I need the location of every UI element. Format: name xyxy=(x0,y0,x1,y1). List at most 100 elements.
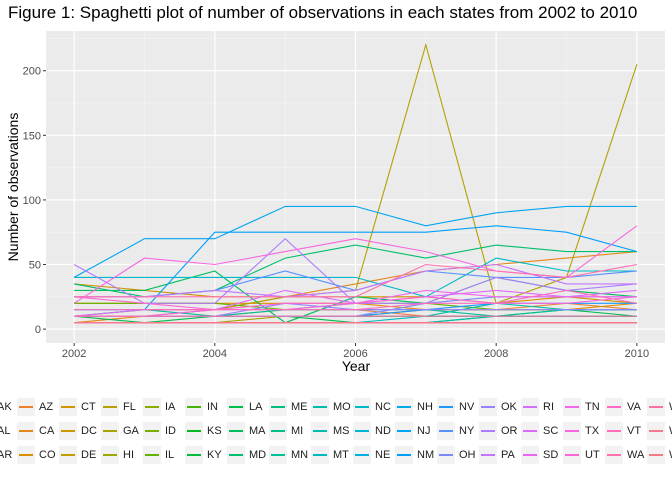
legend-key xyxy=(59,446,77,464)
legend-item-dc: DC xyxy=(59,422,97,440)
series-line-nj xyxy=(73,205,637,278)
legend-item-nd: ND xyxy=(353,422,391,440)
legend-label: ME xyxy=(291,401,308,413)
legend-label: FL xyxy=(123,401,136,413)
legend-item-nc: NC xyxy=(353,398,391,416)
legend-key xyxy=(227,446,245,464)
legend-item-ia: IA xyxy=(143,398,175,416)
legend-label: NJ xyxy=(417,425,431,437)
legend-item-or: OR xyxy=(479,422,518,440)
legend-label: ND xyxy=(375,425,391,437)
legend-key xyxy=(311,422,329,440)
legend-label: WY xyxy=(669,449,672,461)
legend-item-ok: OK xyxy=(479,398,517,416)
legend-key xyxy=(521,422,539,440)
legend-key xyxy=(311,446,329,464)
legend-label: OK xyxy=(501,401,517,413)
legend-label: AR xyxy=(0,449,13,461)
legend-label: MN xyxy=(291,449,309,461)
legend-item-ne: NE xyxy=(353,446,390,464)
legend-item-nh: NH xyxy=(395,398,433,416)
legend-key xyxy=(395,422,413,440)
legend-label: AK xyxy=(0,401,12,413)
legend-key xyxy=(353,398,371,416)
legend-key xyxy=(605,398,623,416)
legend-key xyxy=(143,446,161,464)
x-axis-label: Year xyxy=(342,358,371,374)
legend-label: TX xyxy=(585,425,600,437)
x-tick-label: 2008 xyxy=(484,348,508,360)
legend-key xyxy=(521,398,539,416)
y-tick-label: 150 xyxy=(23,130,41,142)
legend-key xyxy=(479,446,497,464)
legend-label: NE xyxy=(375,449,391,461)
legend-label: GA xyxy=(123,425,139,437)
legend-label: WV xyxy=(669,425,672,437)
legend-label: SD xyxy=(543,449,559,461)
legend-key xyxy=(563,446,581,464)
legend-label: NM xyxy=(417,449,435,461)
legend-item-oh: OH xyxy=(437,446,476,464)
legend-item-nj: NJ xyxy=(395,422,430,440)
legend-item-wv: WV xyxy=(647,422,672,440)
legend-label: CT xyxy=(81,401,96,413)
legend-key xyxy=(101,422,119,440)
legend-label: WA xyxy=(627,449,645,461)
legend-label: UT xyxy=(585,449,600,461)
legend-item-ky: KY xyxy=(185,446,222,464)
legend-item-in: IN xyxy=(185,398,218,416)
legend-key xyxy=(563,422,581,440)
legend-label: KY xyxy=(207,449,222,461)
legend-key xyxy=(269,446,287,464)
legend-item-va: VA xyxy=(605,398,641,416)
legend-item-hi: HI xyxy=(101,446,134,464)
grid-major xyxy=(46,31,665,343)
legend-key xyxy=(17,446,35,464)
y-tick-label: 100 xyxy=(23,195,41,207)
legend-key xyxy=(227,422,245,440)
legend-label: RI xyxy=(543,401,554,413)
series-line-ut xyxy=(74,296,637,311)
legend-label: KS xyxy=(207,425,222,437)
y-tick-label: 0 xyxy=(35,324,41,336)
legend-label: IA xyxy=(165,401,176,413)
legend-key xyxy=(59,398,77,416)
series-lines xyxy=(73,42,638,324)
legend-label: AL xyxy=(0,425,11,437)
legend-label: MS xyxy=(333,425,350,437)
x-tick-label: 2002 xyxy=(62,348,86,360)
y-axis-label: Number of observations xyxy=(5,113,21,262)
legend-item-mi: MI xyxy=(269,422,303,440)
legend-label: DE xyxy=(81,449,97,461)
legend-item-az: AZ xyxy=(17,398,53,416)
legend-key xyxy=(647,398,665,416)
legend-key xyxy=(647,446,665,464)
legend-key xyxy=(311,398,329,416)
series-line-pa xyxy=(74,263,637,298)
legend-key xyxy=(353,446,371,464)
legend-label: MD xyxy=(249,449,267,461)
legend-key xyxy=(101,446,119,464)
legend-key xyxy=(395,446,413,464)
legend-item-me: ME xyxy=(269,398,308,416)
legend-item-wa: WA xyxy=(605,446,644,464)
legend-key xyxy=(59,422,77,440)
legend-key xyxy=(647,422,665,440)
legend-key xyxy=(479,398,497,416)
legend-item-tx: TX xyxy=(563,422,599,440)
legend-key xyxy=(269,422,287,440)
series-line-nm xyxy=(74,225,638,311)
legend-item-ar: AR xyxy=(0,446,12,464)
legend-item-nv: NV xyxy=(437,398,474,416)
legend-item-il: IL xyxy=(143,446,174,464)
axis-ticks: 2002 2004 2006 2008 2010 0 50 100 150 200 xyxy=(23,66,649,360)
legend-item-mt: MT xyxy=(311,446,349,464)
legend-label: VA xyxy=(627,401,641,413)
legend-item-id: ID xyxy=(143,422,176,440)
x-tick-label: 2004 xyxy=(203,348,227,360)
legend-label: DC xyxy=(81,425,97,437)
legend-item-sd: SD xyxy=(521,446,558,464)
series-line-nc xyxy=(74,257,637,298)
legend-item-ny: NY xyxy=(437,422,474,440)
